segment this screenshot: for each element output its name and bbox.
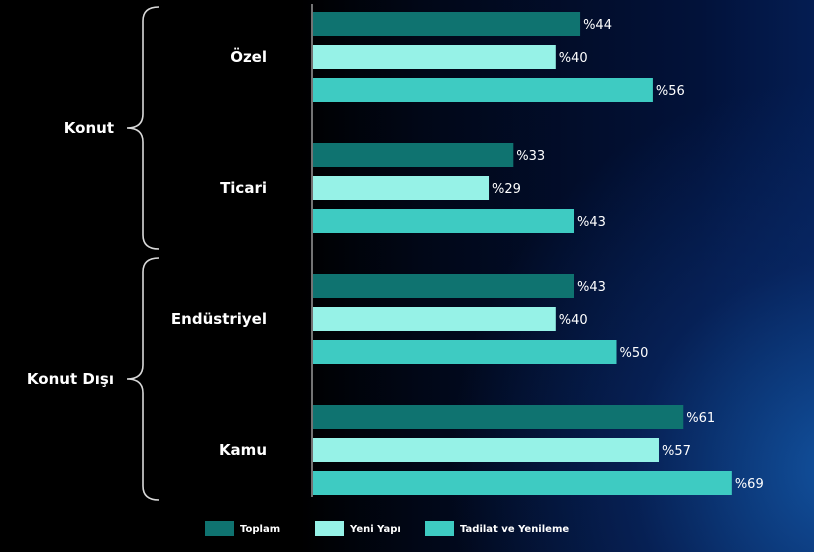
- value-label: %33: [516, 149, 545, 164]
- legend-swatch: [425, 521, 454, 536]
- value-label: %61: [686, 411, 715, 426]
- value-label: %40: [559, 51, 588, 66]
- value-label: %69: [735, 477, 764, 492]
- value-label: %50: [620, 346, 649, 361]
- legend-label: Tadilat ve Yenileme: [460, 524, 569, 535]
- value-label: %29: [492, 182, 521, 197]
- bar-1-1: [313, 12, 581, 36]
- category-label: Endüstriyel: [171, 310, 267, 328]
- value-label: %40: [559, 313, 588, 328]
- group-brace: [126, 257, 160, 501]
- value-label: %57: [662, 444, 691, 459]
- category-label: Özel: [230, 47, 267, 66]
- bar-3-1: [313, 78, 653, 102]
- bar-2-2: [313, 176, 490, 200]
- group-label: Konut: [64, 119, 114, 137]
- legend-swatch: [315, 521, 344, 536]
- bar-3-3: [313, 340, 617, 364]
- category-label: Kamu: [219, 441, 267, 459]
- bar-3-4: [313, 471, 732, 495]
- bar-1-3: [313, 274, 575, 298]
- legend-swatch: [205, 521, 234, 536]
- value-label: %43: [577, 215, 606, 230]
- group-label: Konut Dışı: [27, 370, 114, 388]
- category-label: Ticari: [220, 179, 267, 197]
- bar-2-4: [313, 438, 659, 462]
- value-label: %43: [577, 280, 606, 295]
- bar-1-2: [313, 143, 514, 167]
- bar-2-3: [313, 307, 556, 331]
- bar-2-1: [313, 45, 556, 69]
- bar-1-4: [313, 405, 684, 429]
- legend-label: Yeni Yapı: [349, 524, 401, 535]
- value-label: %56: [656, 84, 685, 99]
- value-label: %44: [583, 18, 612, 33]
- legend-label: Toplam: [240, 524, 280, 535]
- group-brace: [126, 6, 160, 250]
- bar-3-2: [313, 209, 575, 233]
